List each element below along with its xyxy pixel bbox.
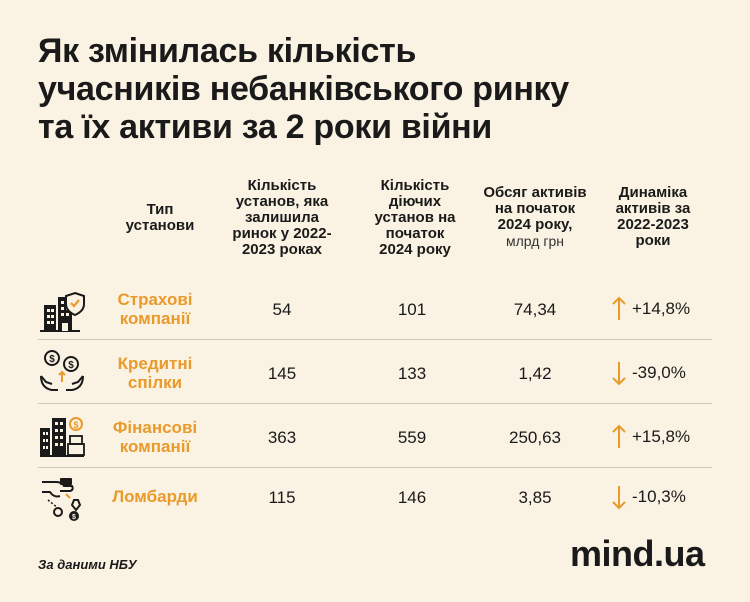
insurance-building-icon (40, 291, 85, 332)
row-name-insurance: Страхові компанії (117, 290, 193, 328)
header-active: Кількість діючих установ на початок 2024… (374, 177, 456, 258)
row-name-financial-companies: Фінансові компанії (112, 418, 198, 456)
row-credit-unions-active: 133 (397, 364, 427, 383)
header-assets: Обсяг активів на початок 2024 року, млрд… (470, 185, 600, 250)
row-insurance-active: 101 (397, 300, 427, 319)
header-remaining: Кількість установ, яка залишила ринок у … (232, 177, 332, 258)
page-title: Як змінилась кількість учасників небанкі… (38, 32, 718, 146)
row-divider (38, 403, 712, 404)
row-financial-companies-dynamics: +15,8% (612, 424, 722, 450)
pawnshop-hand-jewelry-icon: $ (42, 478, 82, 521)
row-pawnshops-remaining: 115 (268, 488, 296, 507)
assets-unit: млрд грн (506, 233, 564, 249)
arrow-up-icon (612, 296, 626, 320)
header-type: Тип установи (125, 201, 195, 234)
arrow-down-icon (612, 362, 626, 386)
row-credit-unions-assets: 1,42 (518, 364, 552, 383)
svg-text:$: $ (73, 420, 78, 430)
row-financial-companies-active: 559 (397, 428, 427, 447)
row-divider (38, 339, 712, 340)
row-insurance-assets: 74,34 (513, 300, 557, 319)
title-line-1: Як змінилась кількість (38, 32, 417, 70)
row-divider (38, 467, 712, 468)
mind-ua-logo: mind.ua (570, 533, 705, 574)
row-financial-companies-assets: 250,63 (509, 428, 561, 447)
arrow-down-icon (612, 486, 626, 510)
svg-text:$: $ (72, 514, 76, 521)
source-note: За даними НБУ (38, 557, 137, 572)
row-pawnshops-active: 146 (397, 488, 427, 507)
title-line-2: учасників небанківського ринку (38, 70, 569, 108)
row-insurance-dynamics: +14,8% (612, 296, 722, 322)
row-financial-companies-remaining: 363 (267, 428, 297, 447)
row-name-credit-unions: Кредитні спілки (117, 354, 193, 392)
header-dynamics: Динаміка активів за 2022-2023 роки (615, 184, 691, 249)
row-pawnshops-dynamics: -10,3% (612, 484, 722, 510)
credit-union-hands-coins-icon: $ $ (40, 350, 84, 391)
row-credit-unions-dynamics: -39,0% (612, 360, 722, 386)
svg-text:$: $ (68, 360, 74, 371)
financial-company-building-icon: $ (40, 417, 85, 457)
svg-text:$: $ (49, 354, 55, 365)
row-insurance-remaining: 54 (272, 300, 292, 319)
row-pawnshops-assets: 3,85 (518, 488, 552, 507)
row-credit-unions-remaining: 145 (267, 364, 297, 383)
title-line-3: та їх активи за 2 роки війни (38, 108, 493, 146)
arrow-up-icon (612, 424, 626, 448)
row-name-pawnshops: Ломбарди (112, 487, 198, 506)
